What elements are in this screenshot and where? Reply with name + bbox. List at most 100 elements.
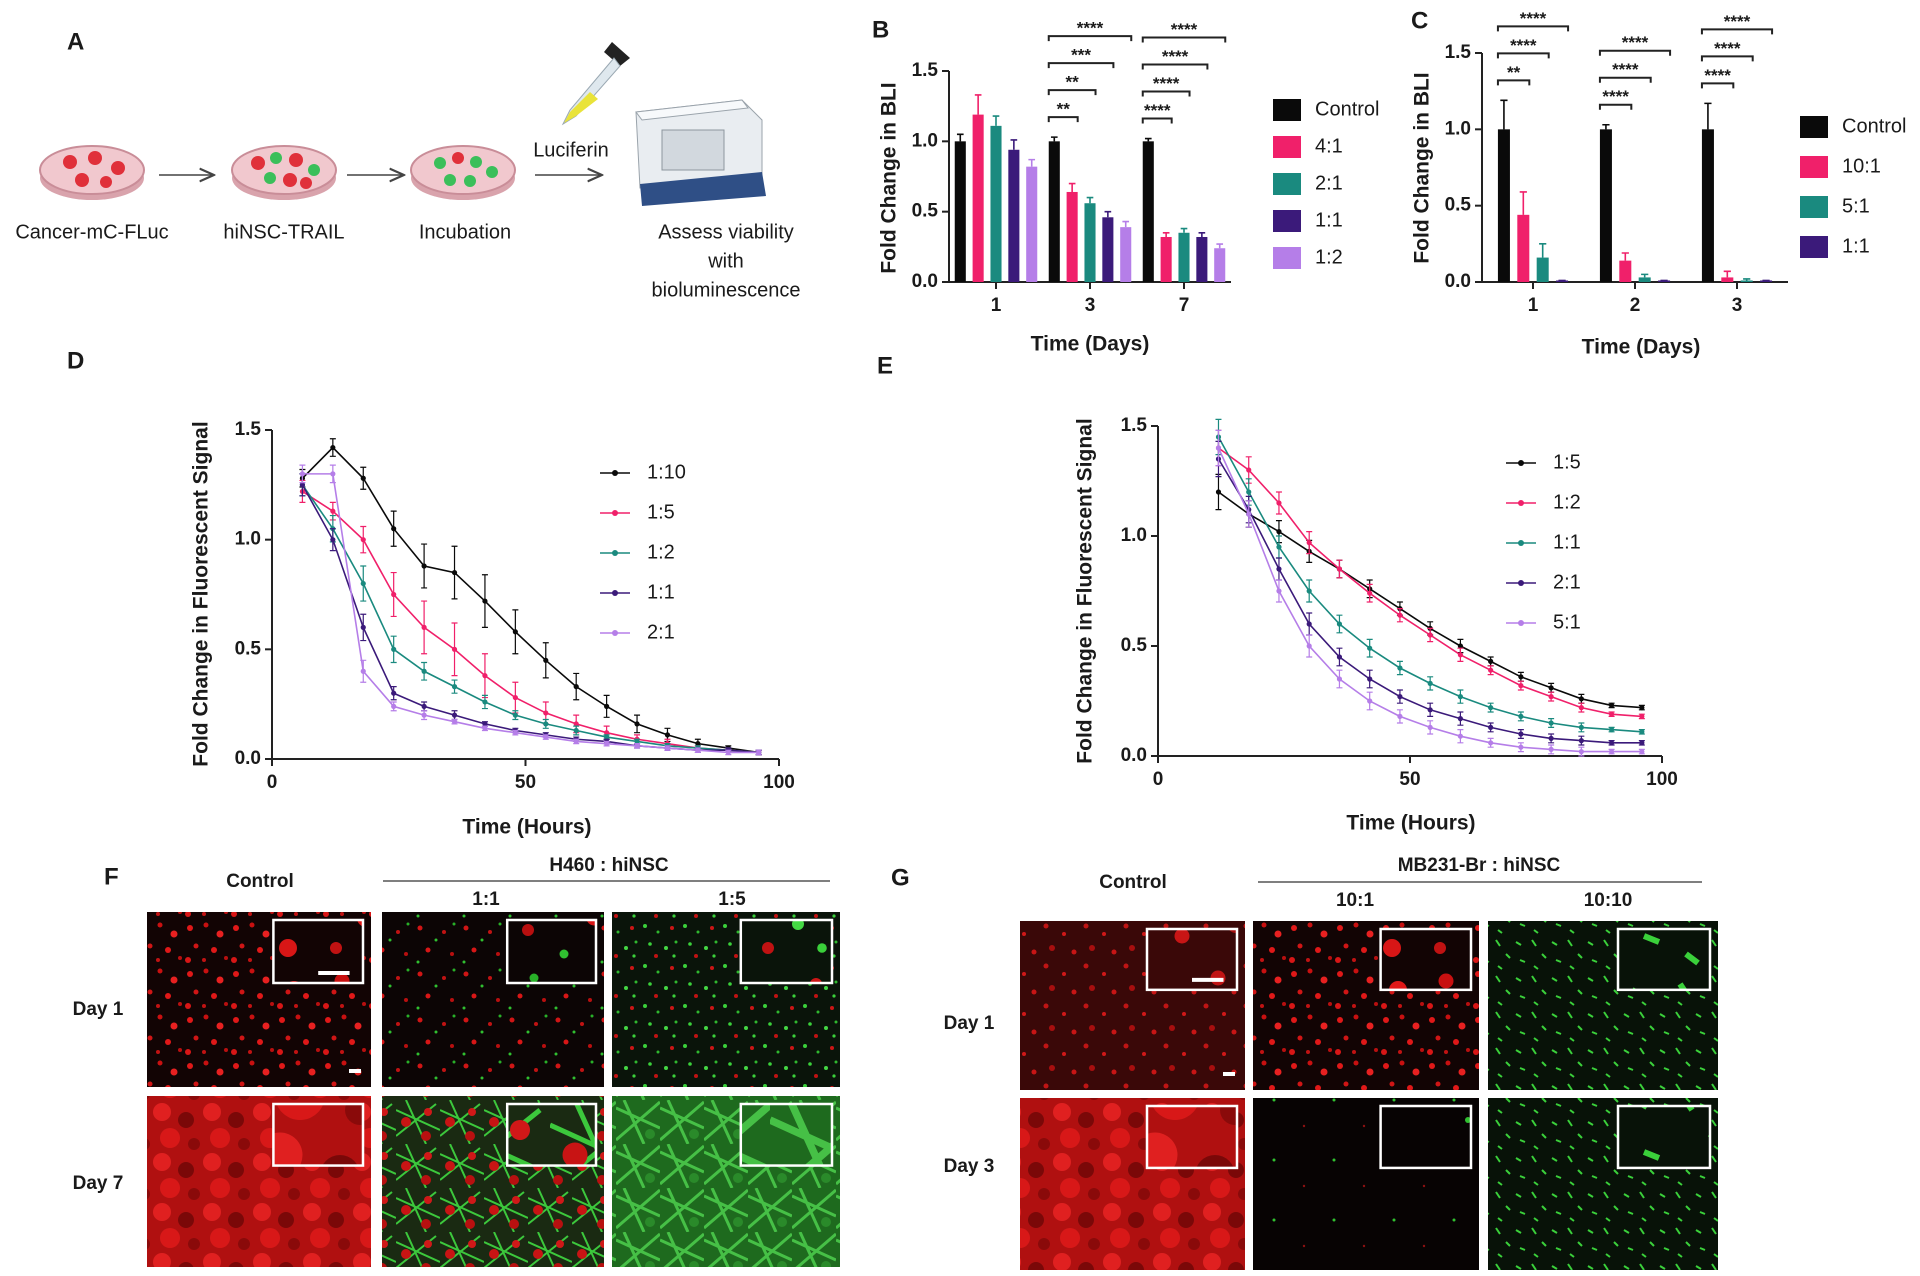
readout-label: Assess viability (658, 221, 794, 243)
point (1609, 727, 1615, 733)
point (695, 747, 701, 753)
column-label: 1:1 (472, 889, 500, 910)
point (664, 732, 671, 738)
point (330, 444, 336, 451)
x-tick-label: 100 (1646, 769, 1678, 790)
significance-bracket (1496, 79, 1531, 86)
bar (1721, 277, 1734, 282)
point (451, 719, 458, 725)
error-bar (1216, 243, 1224, 249)
error-bar (956, 133, 964, 142)
significance-bracket (1047, 35, 1133, 42)
point (1397, 694, 1403, 700)
error-bar (1104, 210, 1112, 218)
point (573, 727, 579, 734)
error-bar (1050, 136, 1058, 142)
point (604, 734, 610, 740)
inset (1379, 1104, 1473, 1170)
point (604, 703, 610, 709)
point (634, 738, 640, 745)
point (1276, 500, 1282, 506)
point (1518, 713, 1524, 720)
error-bar (1743, 278, 1751, 281)
y-tick-label: 1.0 (1445, 118, 1471, 139)
legend-label: 4:1 (1315, 135, 1343, 157)
legend-swatch (1800, 236, 1828, 258)
panel-label: E (877, 352, 893, 379)
row-label: Day 7 (73, 1173, 124, 1194)
panel-label: G (891, 864, 910, 891)
point (695, 741, 701, 747)
point (1306, 588, 1312, 594)
inset (1145, 1104, 1239, 1170)
point (421, 563, 427, 569)
point (1518, 674, 1524, 680)
row-label: Day 1 (73, 999, 124, 1020)
error-bar (1621, 252, 1629, 261)
legend-label: Control (1842, 115, 1906, 137)
point (1246, 489, 1252, 495)
legend-swatch (1273, 210, 1301, 232)
y-tick-label: 1.5 (1445, 42, 1472, 63)
point (604, 730, 610, 736)
legend-swatch (1800, 116, 1828, 138)
column-label: 10:1 (1336, 890, 1374, 911)
point (1578, 696, 1584, 702)
point (1488, 740, 1494, 746)
point (1306, 540, 1312, 546)
inset (1616, 927, 1712, 992)
bar (990, 125, 1002, 282)
point (1215, 445, 1222, 451)
point (482, 673, 488, 679)
point (1276, 529, 1282, 535)
point (1457, 716, 1463, 722)
inset (739, 1102, 834, 1167)
significance-label: ** (1057, 100, 1071, 119)
y-tick-label: 1.5 (1121, 415, 1148, 436)
bar (1160, 236, 1172, 282)
chart: D Time (Hours) Fold Change in Fluorescent … (67, 347, 795, 838)
group-label: MB231-Br : hiNSC (1398, 855, 1561, 876)
significance-label: **** (1144, 101, 1171, 120)
x-axis-title: Time (Days) (1031, 333, 1150, 356)
legend-marker (1518, 620, 1524, 626)
panel-label: F (104, 863, 119, 890)
point (1578, 724, 1584, 731)
significance-label: **** (1162, 47, 1189, 66)
point (543, 657, 549, 663)
legend-label: 1:10 (647, 461, 686, 483)
series-line (302, 473, 759, 754)
point (1246, 467, 1252, 473)
point (1488, 724, 1494, 731)
significance-bracket (1700, 55, 1754, 62)
point (1457, 652, 1463, 658)
point (573, 738, 579, 745)
point (330, 508, 336, 514)
error-bar (1500, 99, 1508, 130)
significance-bracket (1047, 62, 1115, 69)
y-tick-label: 0.0 (912, 271, 938, 292)
series-line (301, 484, 759, 754)
y-tick-label: 1.5 (912, 60, 939, 81)
error-bar (1704, 102, 1712, 130)
pipette (561, 42, 630, 126)
error-bar (1519, 191, 1527, 215)
point (360, 580, 366, 587)
bar (1740, 280, 1753, 282)
point (482, 721, 488, 727)
point (330, 537, 336, 543)
point (1427, 724, 1433, 731)
point (1457, 694, 1463, 700)
panel-a: A Cancer-mC-FLuc hiNSC-TRAIL Incubation … (15, 28, 800, 301)
point (1548, 720, 1554, 726)
point (1548, 685, 1554, 691)
legend-label: 5:1 (1553, 611, 1581, 633)
error-bar (1144, 137, 1152, 142)
x-tick-label: 3 (1732, 295, 1743, 316)
x-axis-title: Time (Hours) (1346, 812, 1475, 835)
series-line (301, 484, 759, 754)
readout-label: with (707, 250, 744, 272)
point (482, 598, 488, 604)
significance-label: **** (1724, 12, 1751, 31)
legend-label: 1:1 (1842, 235, 1870, 257)
